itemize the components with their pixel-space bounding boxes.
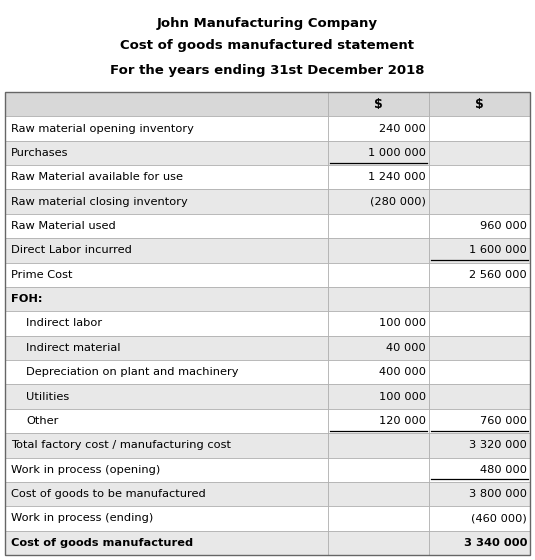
Text: Indirect labor: Indirect labor <box>26 319 102 329</box>
Bar <box>429 141 530 165</box>
Bar <box>5 384 328 409</box>
Bar <box>328 335 429 360</box>
Bar <box>429 263 530 287</box>
Text: (280 000): (280 000) <box>370 197 426 207</box>
Bar <box>5 92 530 555</box>
Bar <box>5 311 328 335</box>
Text: Other: Other <box>26 416 58 426</box>
Bar <box>328 482 429 506</box>
Text: (460 000): (460 000) <box>471 514 527 524</box>
Bar <box>5 214 328 238</box>
Bar <box>5 189 328 214</box>
Bar <box>429 116 530 141</box>
Text: 1 600 000: 1 600 000 <box>469 245 527 255</box>
Text: FOH:: FOH: <box>11 294 43 304</box>
Text: 3 800 000: 3 800 000 <box>469 489 527 499</box>
Text: John Manufacturing Company: John Manufacturing Company <box>157 17 378 30</box>
Text: Work in process (ending): Work in process (ending) <box>11 514 154 524</box>
Text: 100 000: 100 000 <box>379 391 426 402</box>
Text: Cost of goods manufactured statement: Cost of goods manufactured statement <box>120 39 415 52</box>
Bar <box>429 214 530 238</box>
Bar <box>328 287 429 311</box>
Text: Cost of goods to be manufactured: Cost of goods to be manufactured <box>11 489 206 499</box>
Bar <box>328 384 429 409</box>
Text: 240 000: 240 000 <box>379 124 426 133</box>
Bar <box>5 506 328 531</box>
Text: 960 000: 960 000 <box>480 221 527 231</box>
Text: 120 000: 120 000 <box>379 416 426 426</box>
Text: Work in process (opening): Work in process (opening) <box>11 465 160 475</box>
Bar <box>429 531 530 555</box>
Text: Indirect material: Indirect material <box>26 343 120 353</box>
Bar <box>328 141 429 165</box>
Text: 3 320 000: 3 320 000 <box>469 440 527 450</box>
Bar <box>429 384 530 409</box>
Bar <box>5 287 328 311</box>
Bar <box>328 214 429 238</box>
Text: Prime Cost: Prime Cost <box>11 270 73 280</box>
Text: 40 000: 40 000 <box>386 343 426 353</box>
Text: 1 000 000: 1 000 000 <box>368 148 426 158</box>
Text: 400 000: 400 000 <box>379 367 426 377</box>
Text: $: $ <box>475 97 484 111</box>
Bar <box>429 458 530 482</box>
Bar <box>429 165 530 189</box>
Bar <box>5 92 328 116</box>
Bar <box>5 238 328 263</box>
Bar <box>5 482 328 506</box>
Bar <box>328 165 429 189</box>
Text: Utilities: Utilities <box>26 391 69 402</box>
Text: Raw material opening inventory: Raw material opening inventory <box>11 124 194 133</box>
Text: Raw material closing inventory: Raw material closing inventory <box>11 197 188 207</box>
Text: Raw Material available for use: Raw Material available for use <box>11 172 184 183</box>
Bar <box>429 287 530 311</box>
Text: For the years ending 31st December 2018: For the years ending 31st December 2018 <box>110 64 425 77</box>
Bar <box>328 531 429 555</box>
Bar <box>429 433 530 458</box>
Text: Cost of goods manufactured: Cost of goods manufactured <box>11 538 194 548</box>
Bar <box>328 409 429 433</box>
Bar <box>429 311 530 335</box>
Bar <box>328 116 429 141</box>
Text: 3 340 000: 3 340 000 <box>463 538 527 548</box>
Text: $: $ <box>374 97 383 111</box>
Bar <box>5 458 328 482</box>
Bar <box>429 238 530 263</box>
Bar <box>5 531 328 555</box>
Bar <box>5 165 328 189</box>
Bar <box>5 433 328 458</box>
Text: 480 000: 480 000 <box>480 465 527 475</box>
Bar <box>328 92 429 116</box>
Bar <box>328 360 429 384</box>
Bar <box>429 92 530 116</box>
Bar <box>5 263 328 287</box>
Text: 1 240 000: 1 240 000 <box>368 172 426 183</box>
Text: 2 560 000: 2 560 000 <box>469 270 527 280</box>
Bar <box>328 238 429 263</box>
Bar <box>5 116 328 141</box>
Bar <box>429 189 530 214</box>
Bar <box>328 458 429 482</box>
Bar <box>5 409 328 433</box>
Text: Total factory cost / manufacturing cost: Total factory cost / manufacturing cost <box>11 440 231 450</box>
Bar <box>328 311 429 335</box>
Bar <box>5 335 328 360</box>
Text: Direct Labor incurred: Direct Labor incurred <box>11 245 132 255</box>
Bar <box>429 506 530 531</box>
Bar <box>429 360 530 384</box>
Bar <box>328 263 429 287</box>
Text: Raw Material used: Raw Material used <box>11 221 116 231</box>
Text: 760 000: 760 000 <box>480 416 527 426</box>
Bar <box>429 482 530 506</box>
Bar <box>5 360 328 384</box>
Bar <box>328 433 429 458</box>
Bar <box>429 409 530 433</box>
Text: 100 000: 100 000 <box>379 319 426 329</box>
Bar <box>328 189 429 214</box>
Text: Depreciation on plant and machinery: Depreciation on plant and machinery <box>26 367 239 377</box>
Bar <box>328 506 429 531</box>
Text: Purchases: Purchases <box>11 148 69 158</box>
Bar <box>429 335 530 360</box>
Bar <box>5 141 328 165</box>
